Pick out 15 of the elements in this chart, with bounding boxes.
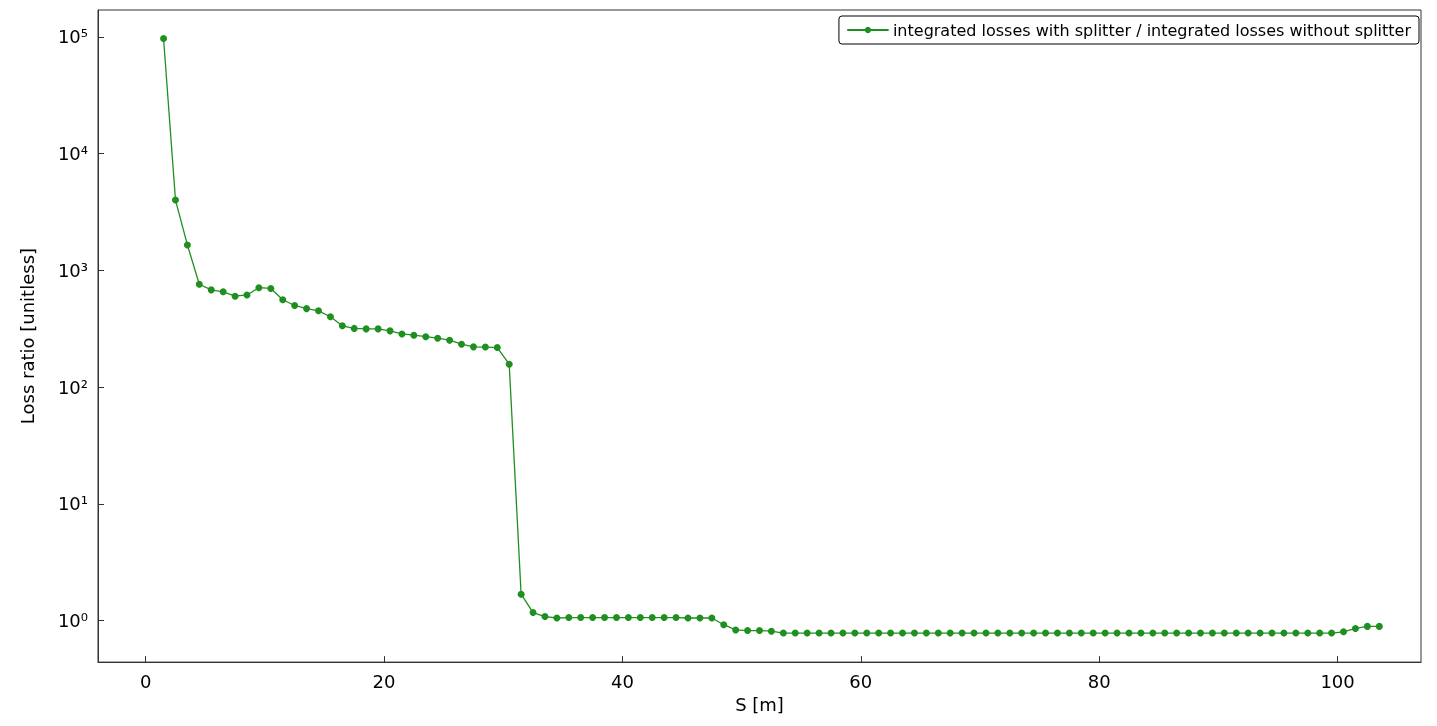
y-tick-label: 10³ <box>57 259 88 281</box>
x-tick-label: 60 <box>849 670 873 692</box>
legend-label: integrated losses with splitter / integrated losses without splitter <box>892 20 1412 40</box>
y-axis-title: Loss ratio [unitless] <box>16 247 38 425</box>
y-tick-label: 10⁴ <box>57 143 88 165</box>
x-tick-label: 40 <box>610 670 634 692</box>
y-tick-label: 10⁰ <box>57 609 88 631</box>
x-tick-label: 0 <box>139 670 152 692</box>
x-tick-label: 100 <box>1320 670 1355 692</box>
x-tick-label: 80 <box>1087 670 1111 692</box>
y-tick-label: 10¹ <box>57 493 88 515</box>
x-tick-label: 20 <box>372 670 396 692</box>
x-axis-title: S [m] <box>735 693 784 715</box>
y-tick-label: 10² <box>57 376 88 398</box>
y-tick-label: 10⁵ <box>57 26 88 48</box>
